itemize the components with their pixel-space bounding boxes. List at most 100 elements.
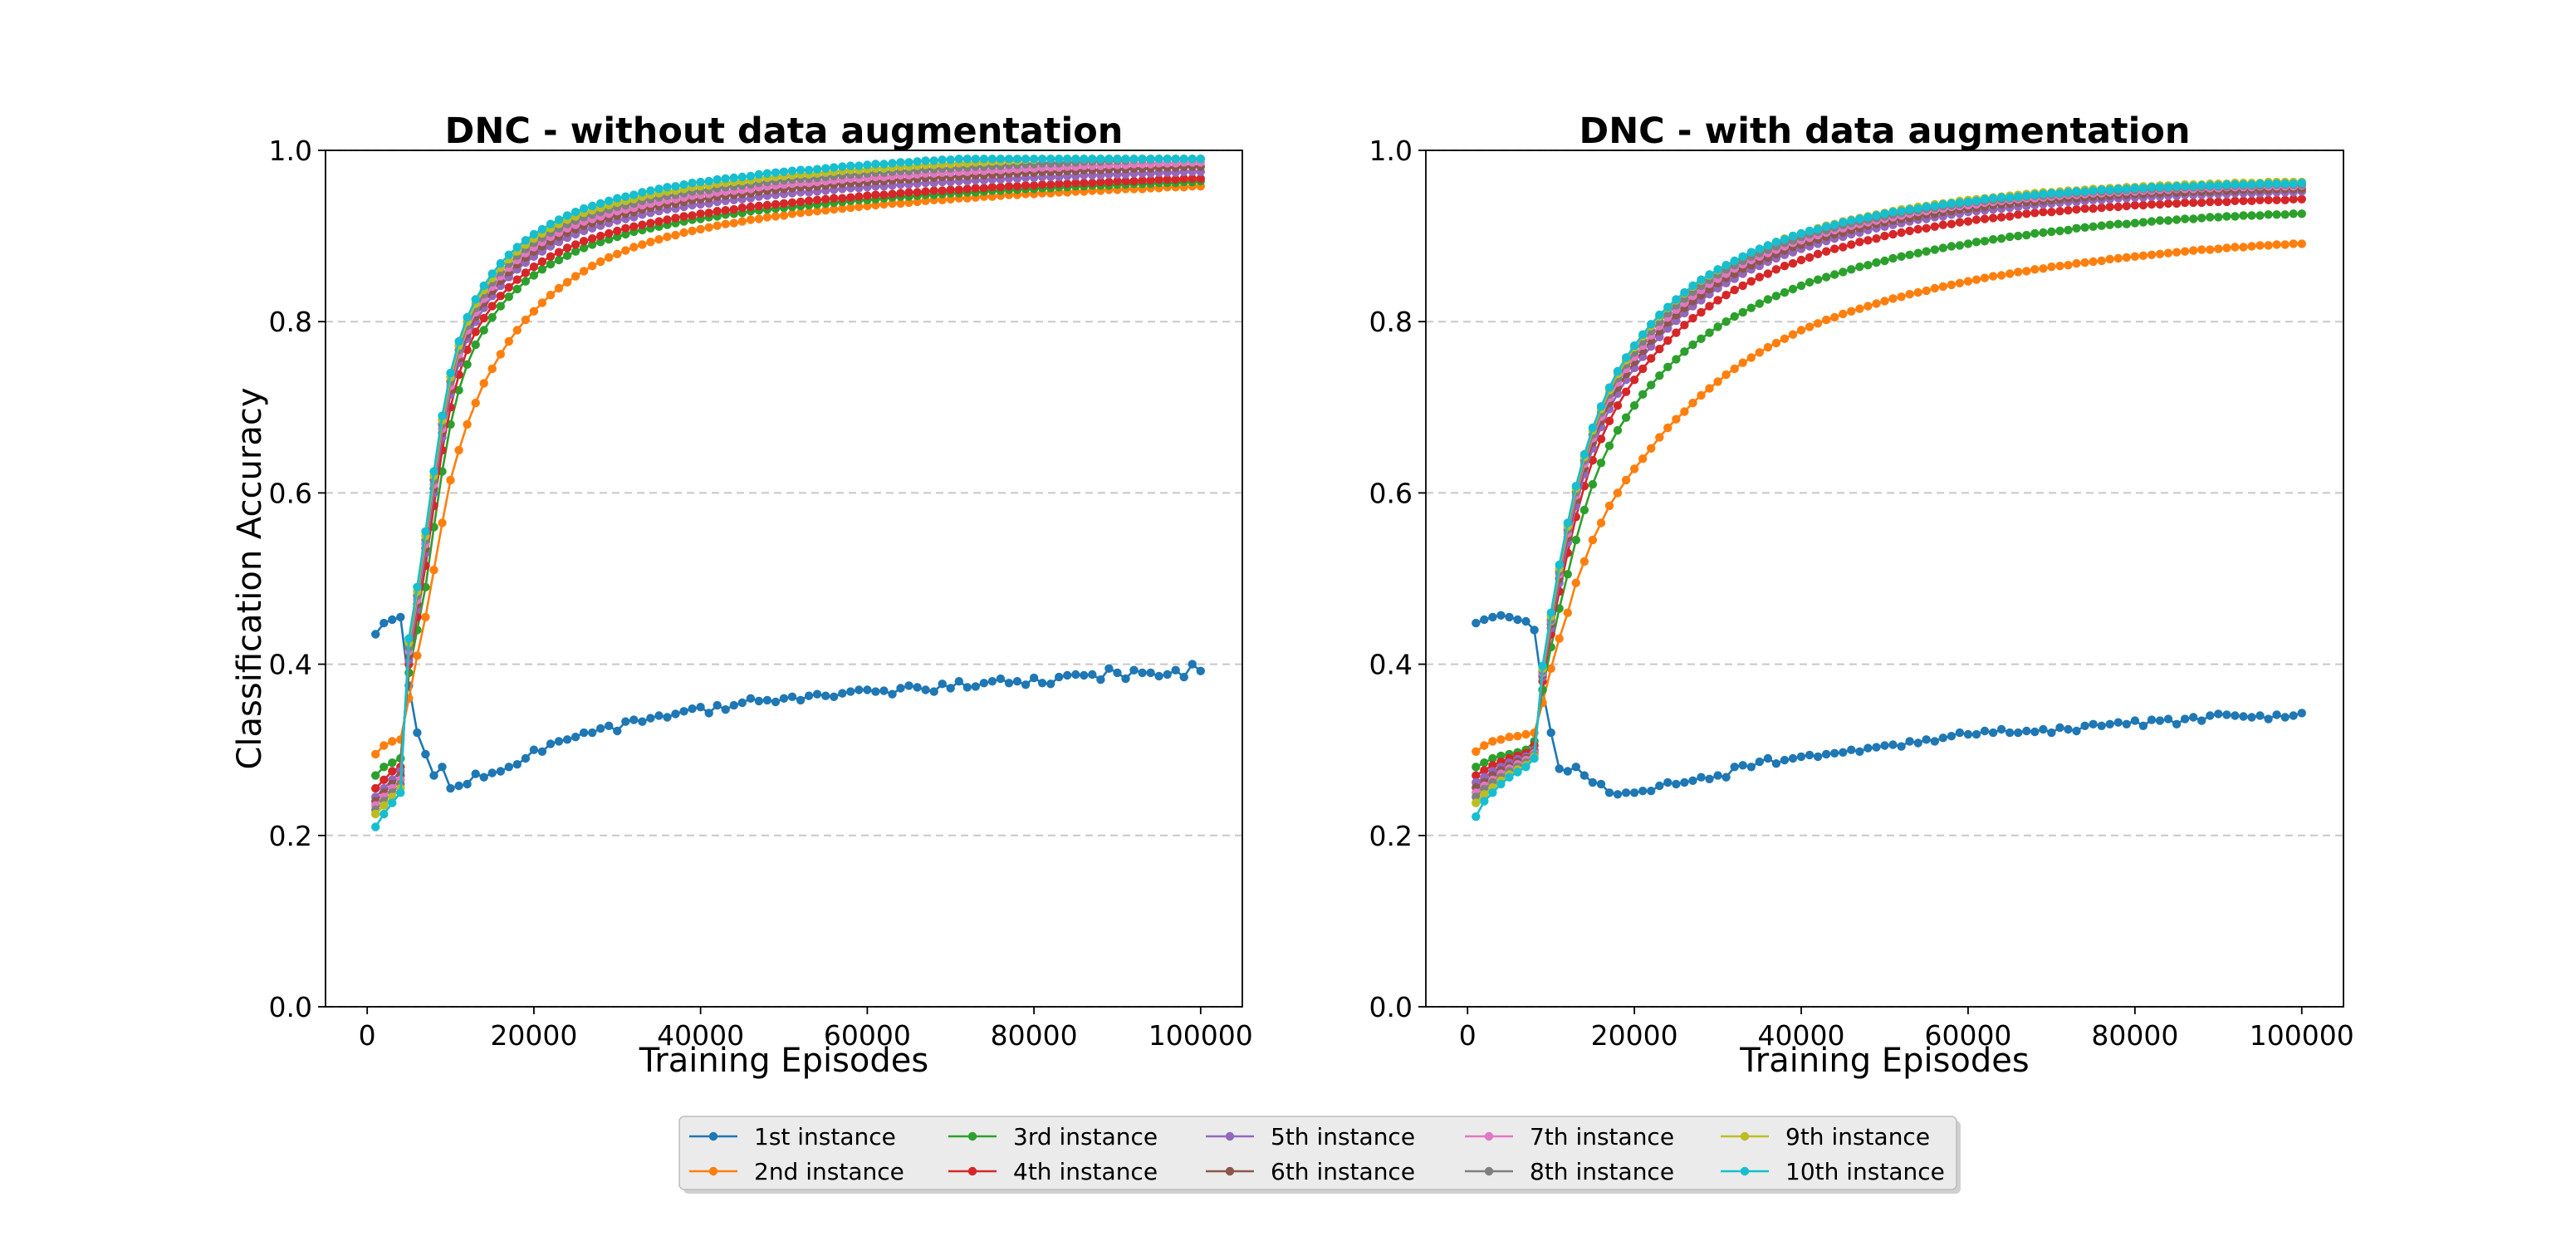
data-point [2064, 188, 2073, 197]
data-point [879, 199, 889, 209]
data-point [1839, 309, 1848, 319]
data-point [1579, 771, 1589, 780]
data-point [2072, 187, 2081, 196]
data-point [605, 228, 614, 238]
legend: 1st instance 2nd instance 3rd instance 4th … [678, 1116, 1961, 1194]
data-point [896, 199, 905, 208]
data-point [529, 307, 539, 316]
data-point [1596, 518, 1606, 527]
data-point [855, 161, 864, 170]
data-point [2163, 183, 2173, 192]
data-point [380, 618, 389, 628]
data-point [2222, 180, 2231, 189]
data-point [1822, 222, 1831, 231]
data-point [588, 201, 597, 211]
data-point [821, 206, 830, 215]
data-point [1947, 199, 1956, 208]
data-point [1672, 355, 1681, 364]
data-point [1680, 778, 1689, 787]
data-point [713, 700, 722, 710]
data-point [2138, 218, 2148, 227]
data-point [2105, 254, 2114, 264]
data-point [479, 313, 488, 323]
data-point [1613, 488, 1623, 498]
data-point [421, 527, 430, 536]
data-point [2130, 218, 2140, 228]
data-point [1888, 253, 1898, 263]
data-point [812, 207, 822, 216]
data-point [579, 728, 589, 738]
data-point [1897, 207, 1906, 216]
data-point [396, 612, 405, 622]
data-point [2105, 185, 2114, 194]
data-point [579, 243, 589, 253]
data-point [2206, 213, 2215, 222]
data-point [838, 162, 847, 171]
data-point [1488, 761, 1497, 770]
data-point [2030, 265, 2040, 274]
data-point [904, 198, 913, 208]
data-point [2030, 190, 2040, 199]
data-point [1505, 773, 1514, 782]
data-point [879, 190, 889, 199]
data-point [1496, 779, 1506, 789]
data-point [2247, 713, 2256, 722]
data-point [1063, 155, 1072, 164]
legend-marker [1484, 1131, 1494, 1141]
data-point [621, 223, 630, 233]
data-point [1121, 176, 1130, 186]
data-point [621, 246, 630, 255]
data-point [1055, 155, 1064, 164]
data-point [1938, 282, 1947, 292]
data-point [771, 199, 781, 209]
data-point [888, 159, 897, 168]
data-point [479, 281, 488, 291]
data-point [1988, 213, 1998, 223]
data-point [1588, 778, 1598, 787]
data-point [779, 199, 789, 208]
data-point [771, 212, 781, 221]
data-point [1980, 194, 1990, 204]
data-point [429, 566, 438, 575]
data-point [987, 192, 997, 201]
data-point [1688, 398, 1697, 408]
data-point [1839, 218, 1848, 227]
data-point [1855, 304, 1864, 313]
data-point [1021, 181, 1031, 190]
data-point [438, 411, 447, 420]
data-point [679, 707, 688, 716]
data-point [746, 694, 756, 703]
chart-without-augmentation: 0.0 0.2 0.4 0.6 0.8 1.0 0 20000 40000 60000 80000 1… [231, 110, 1253, 1080]
data-point [1788, 258, 1798, 268]
data-point [504, 282, 513, 292]
data-point [463, 360, 472, 369]
data-point [554, 248, 564, 257]
data-point [2247, 211, 2256, 220]
data-point [1913, 224, 1922, 234]
axes-frame [1425, 150, 2344, 1008]
chart-title: DNC - without data augmentation [445, 110, 1124, 152]
data-point [1638, 454, 1648, 464]
data-point [1538, 661, 1547, 670]
data-point [1055, 672, 1064, 682]
data-point [2239, 196, 2248, 205]
data-point [1179, 174, 1188, 184]
data-point [1505, 612, 1514, 622]
data-point [721, 206, 730, 215]
data-point [1830, 270, 1839, 279]
data-point [2122, 201, 2131, 211]
legend-entry-2: 2nd instance [689, 1158, 904, 1185]
data-point [2014, 231, 2023, 241]
legend-label: 9th instance [1785, 1123, 1930, 1150]
data-point [737, 217, 747, 226]
data-point [1822, 749, 1831, 759]
data-point [605, 253, 614, 262]
data-point [1738, 307, 1747, 317]
data-point [454, 336, 463, 346]
data-point [1672, 779, 1681, 789]
data-point [2080, 204, 2089, 213]
data-point [863, 191, 872, 200]
data-point [2113, 718, 2123, 727]
data-point [1104, 155, 1114, 164]
data-point [1913, 738, 1922, 748]
